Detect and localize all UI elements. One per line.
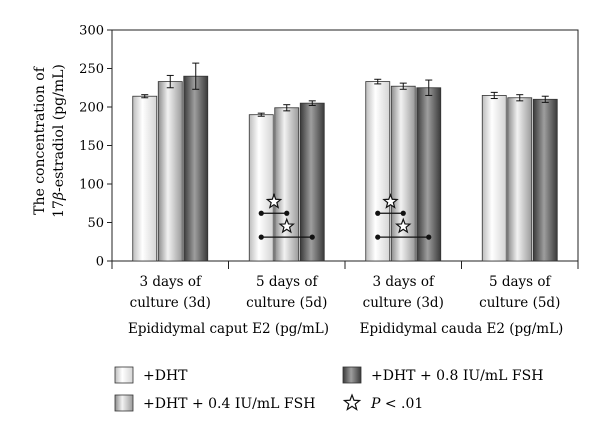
legend-swatch bbox=[114, 394, 134, 412]
significance-dot bbox=[258, 234, 264, 240]
bar bbox=[157, 81, 183, 262]
y-tick-label: 300 bbox=[79, 24, 104, 39]
plot-area: 0 50 100 150 200 250 300 3 days of culture (3d) 5… bbox=[79, 24, 579, 337]
bar bbox=[532, 98, 558, 262]
category-label: 3 days of bbox=[139, 274, 202, 290]
category-label: culture (5d) bbox=[246, 295, 327, 311]
significance-star-icon bbox=[382, 193, 399, 209]
y-tick-label: 150 bbox=[79, 139, 104, 154]
bar bbox=[132, 95, 158, 262]
legend-label: +DHT + 0.8 IU/mL FSH bbox=[371, 368, 543, 384]
significance-dot bbox=[375, 210, 381, 216]
group-label: Epididymal caput E2 (pg/mL) bbox=[128, 321, 329, 337]
legend-label: +DHT + 0.4 IU/mL FSH bbox=[143, 396, 315, 412]
bar bbox=[390, 85, 416, 262]
bar bbox=[507, 97, 533, 262]
significance-star-icon bbox=[265, 193, 283, 209]
legend: +DHT +DHT + 0.8 IU/mL FSH +DHT + 0.4 IU/mL… bbox=[114, 366, 543, 412]
category-label: 5 days of bbox=[256, 274, 319, 290]
significance-dot bbox=[309, 234, 315, 240]
legend-star-icon bbox=[342, 393, 362, 411]
significance-dot bbox=[400, 210, 406, 216]
y-tick-label: 250 bbox=[79, 62, 104, 77]
y-tick-label: 50 bbox=[87, 216, 104, 231]
category-label: 5 days of bbox=[489, 274, 552, 290]
category-label: culture (3d) bbox=[130, 295, 211, 311]
y-tick-label: 100 bbox=[79, 178, 104, 193]
bar bbox=[183, 75, 209, 262]
significance-dot bbox=[426, 234, 432, 240]
significance-dot bbox=[258, 210, 264, 216]
legend-label: +DHT bbox=[143, 368, 188, 384]
bar bbox=[416, 87, 442, 262]
significance-star-icon bbox=[395, 217, 412, 234]
significance-star-icon bbox=[278, 217, 295, 234]
legend-swatch bbox=[114, 366, 134, 384]
legend-swatch bbox=[342, 366, 362, 384]
y-axis-title-line1: The concentration of bbox=[32, 65, 48, 215]
category-label: culture (3d) bbox=[363, 295, 444, 311]
bar bbox=[481, 95, 507, 262]
significance-dot bbox=[375, 234, 381, 240]
category-label: culture (5d) bbox=[479, 295, 560, 311]
y-tick-label: 0 bbox=[96, 255, 104, 270]
bar bbox=[274, 107, 300, 262]
group-label: Epididymal cauda E2 (pg/mL) bbox=[360, 321, 564, 337]
y-axis-title-line2: 17β-estradiol (pg/mL) bbox=[51, 64, 67, 218]
y-tick-label: 200 bbox=[79, 101, 104, 116]
category-label: 3 days of bbox=[372, 274, 435, 290]
significance-dot bbox=[284, 210, 290, 216]
legend-label: P < .01 bbox=[370, 396, 423, 412]
bar bbox=[365, 81, 391, 262]
